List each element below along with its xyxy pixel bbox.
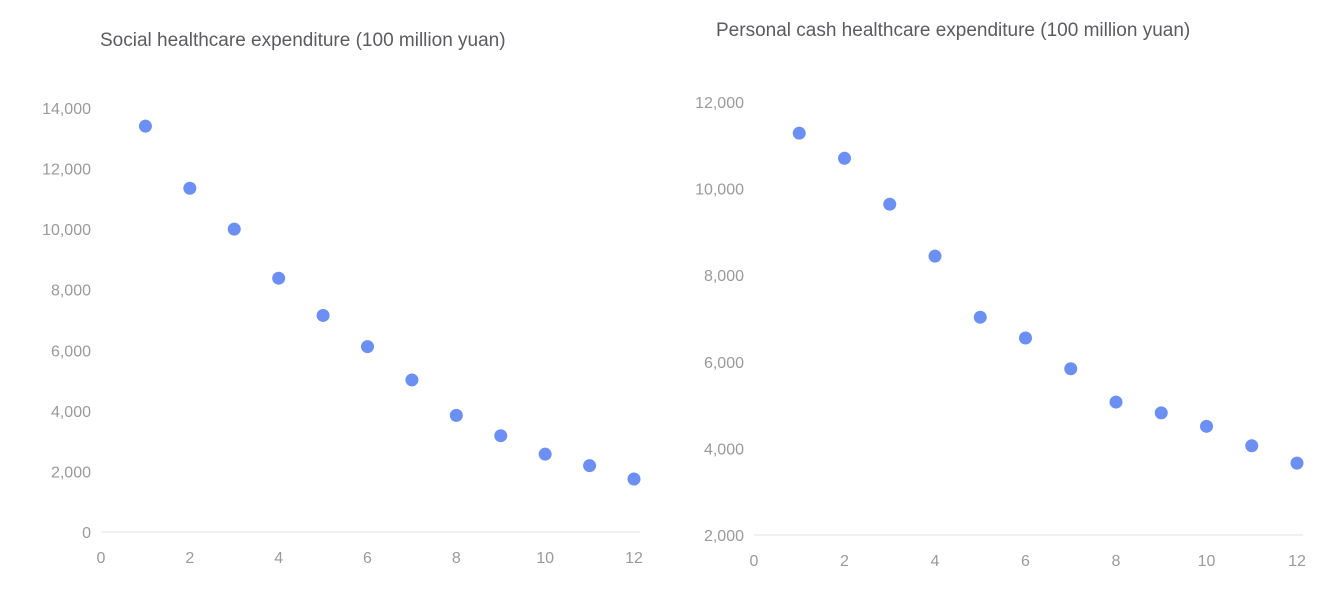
data-point[interactable]: [138, 119, 152, 133]
data-point[interactable]: [627, 472, 641, 486]
data-point[interactable]: [792, 126, 806, 140]
x-tick-label: 6: [363, 550, 372, 567]
chart-social-healthcare: Social healthcare expenditure (100 milli…: [42, 30, 643, 567]
x-tick-label: 8: [452, 550, 461, 567]
x-tick-label: 10: [536, 550, 554, 567]
x-tick-label: 2: [840, 553, 849, 570]
y-tick-label: 8,000: [51, 283, 91, 300]
x-tick-label: 2: [185, 550, 194, 567]
data-point[interactable]: [361, 340, 374, 354]
x-tick-label: 0: [750, 553, 759, 570]
data-point[interactable]: [1109, 395, 1123, 409]
y-tick-label: 6,000: [51, 343, 91, 360]
data-point[interactable]: [538, 447, 552, 461]
data-point[interactable]: [272, 271, 286, 285]
chart-title: Personal cash healthcare expenditure (10…: [716, 20, 1190, 41]
x-tick-label: 6: [1021, 553, 1030, 570]
data-point[interactable]: [1154, 406, 1168, 420]
y-tick-label: 8,000: [704, 268, 744, 285]
data-point[interactable]: [1200, 419, 1213, 433]
data-point[interactable]: [227, 222, 241, 236]
y-tick-label: 0: [82, 525, 91, 542]
y-tick-label: 4,000: [704, 441, 744, 458]
data-point[interactable]: [449, 408, 463, 422]
data-point[interactable]: [928, 249, 942, 263]
data-point[interactable]: [405, 373, 419, 387]
data-point[interactable]: [1064, 362, 1078, 376]
x-tick-label: 12: [625, 550, 643, 567]
chart-personal-cash-healthcare: Personal cash healthcare expenditure (10…: [695, 20, 1306, 570]
y-tick-label: 2,000: [704, 528, 744, 545]
y-tick-label: 6,000: [704, 355, 744, 372]
data-point[interactable]: [494, 429, 508, 443]
data-point[interactable]: [583, 459, 597, 473]
y-tick-label: 10,000: [695, 182, 744, 199]
x-tick-label: 4: [274, 550, 283, 567]
data-point[interactable]: [1245, 439, 1259, 453]
x-tick-label: 12: [1288, 553, 1306, 570]
data-point[interactable]: [883, 197, 897, 211]
y-tick-label: 10,000: [42, 222, 91, 239]
x-tick-label: 4: [931, 553, 940, 570]
chart-title: Social healthcare expenditure (100 milli…: [100, 30, 506, 51]
x-tick-label: 10: [1198, 553, 1216, 570]
y-tick-label: 2,000: [51, 464, 91, 481]
data-point[interactable]: [1019, 331, 1032, 345]
y-tick-label: 14,000: [42, 101, 91, 118]
y-tick-label: 12,000: [42, 162, 91, 179]
y-tick-label: 12,000: [695, 95, 744, 112]
x-tick-label: 8: [1112, 553, 1121, 570]
x-tick-label: 0: [97, 550, 106, 567]
data-point[interactable]: [973, 310, 987, 324]
y-tick-label: 4,000: [51, 404, 91, 421]
data-point[interactable]: [1290, 456, 1304, 470]
data-point[interactable]: [838, 151, 851, 165]
data-point[interactable]: [183, 181, 197, 195]
data-point[interactable]: [316, 308, 330, 322]
